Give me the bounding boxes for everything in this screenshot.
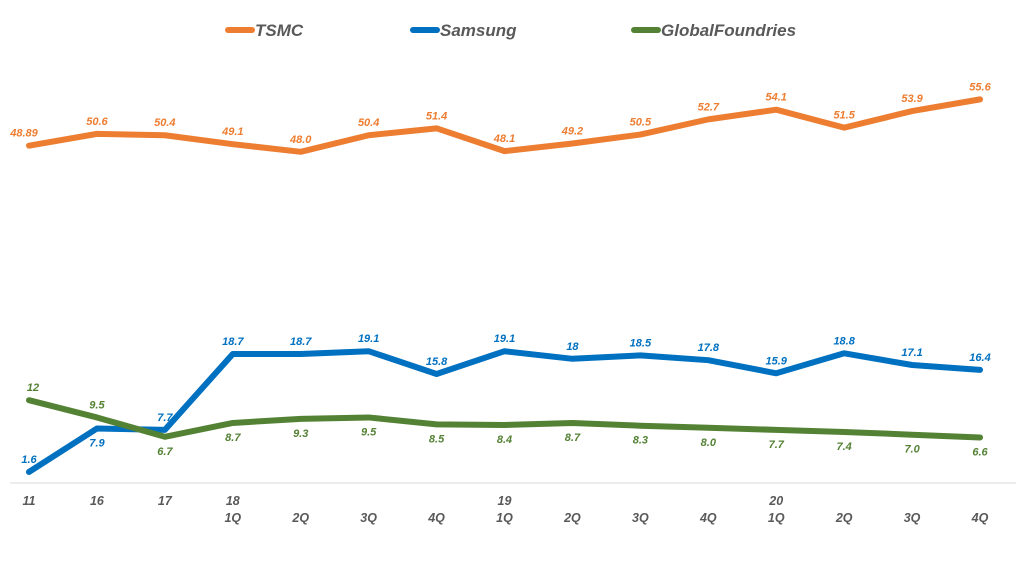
x-tick-label: 19 [498,494,512,508]
x-tick-sublabel: 1Q [496,511,513,525]
samsung-data-label: 19.1 [494,333,515,345]
tsmc-data-label: 50.4 [154,117,175,129]
x-tick-sublabel: 4Q [699,511,717,525]
x-tick-label: 16 [90,494,105,508]
samsung-data-label: 15.8 [426,356,448,368]
globalfoundries-data-label: 7.7 [769,439,785,451]
legend: TSMC Samsung GlobalFoundries [228,21,796,40]
tsmc-legend-label: TSMC [255,21,304,40]
globalfoundries-data-label: 9.5 [361,426,377,438]
samsung-data-label: 1.6 [21,454,37,466]
x-tick-label: 17 [158,494,173,508]
tsmc-data-label: 51.5 [833,110,855,122]
globalfoundries-data-label: 6.6 [972,446,988,458]
tsmc-data-label: 50.5 [630,117,652,129]
x-axis-ticks: 11 16 17 18 1Q 2Q 3Q 4Q 19 1Q 2Q 3Q 4Q 20 1Q 2Q 3Q 4Q [23,494,989,525]
x-tick-sublabel: 3Q [632,511,649,525]
tsmc-data-label: 48.1 [493,133,515,145]
samsung-data-label: 7.9 [89,437,105,449]
globalfoundries-data-label: 9.5 [89,399,105,411]
samsung-data-label: 18.8 [833,335,855,347]
samsung-legend-label: Samsung [440,21,517,40]
x-tick-sublabel: 2Q [291,511,309,525]
x-tick-label: 18 [226,494,240,508]
x-tick-label: 20 [768,494,783,508]
x-tick-label: 11 [23,494,36,508]
samsung-data-label: 17.1 [901,347,922,359]
tsmc-data-label: 48.0 [289,134,312,146]
globalfoundries-data-label: 8.7 [225,432,241,444]
globalfoundries-data-label: 8.7 [565,432,581,444]
x-tick-sublabel: 2Q [563,511,581,525]
x-tick-sublabel: 1Q [224,511,241,525]
tsmc-data-label: 54.1 [766,92,787,104]
samsung-data-label: 18.7 [290,336,312,348]
globalfoundries-data-label: 8.4 [497,434,512,446]
globalfoundries-data-label: 8.0 [701,437,717,449]
tsmc-data-label: 48.89 [9,128,38,140]
samsung-data-label: 18 [566,341,579,353]
samsung-data-label: 19.1 [358,333,379,345]
tsmc-data-label: 49.2 [561,126,583,138]
globalfoundries-data-label: 6.7 [157,446,173,458]
samsung-data-label: 17.8 [698,342,720,354]
globalfoundries-data-label: 8.3 [633,435,648,447]
globalfoundries-data-label: 7.4 [837,441,852,453]
samsung-data-label: 18.5 [630,337,652,349]
tsmc-data-label: 55.6 [969,81,991,93]
x-tick-sublabel: 2Q [835,511,853,525]
samsung-data-label: 15.9 [766,355,788,367]
tsmc-data-label: 51.4 [426,110,447,122]
tsmc-data-label: 49.1 [221,126,243,138]
globalfoundries-data-label: 7.0 [904,444,920,456]
globalfoundries-data-label: 8.5 [429,433,445,445]
samsung-data-label: 18.7 [222,336,244,348]
tsmc-data-label: 50.4 [358,117,379,129]
globalfoundries-data-label: 9.3 [293,428,308,440]
tsmc-data-label: 52.7 [698,101,720,113]
x-tick-sublabel: 3Q [360,511,377,525]
samsung-data-label: 7.7 [157,412,173,424]
globalfoundries-data-label: 12 [27,382,39,394]
samsung-data-label: 16.4 [969,352,990,364]
x-tick-sublabel: 4Q [971,511,989,525]
globalfoundries-legend-label: GlobalFoundries [661,21,796,40]
tsmc-data-label: 53.9 [901,93,923,105]
x-tick-sublabel: 1Q [768,511,785,525]
tsmc-data-label: 50.6 [86,116,108,128]
x-tick-sublabel: 3Q [904,511,921,525]
x-tick-sublabel: 4Q [427,511,445,525]
